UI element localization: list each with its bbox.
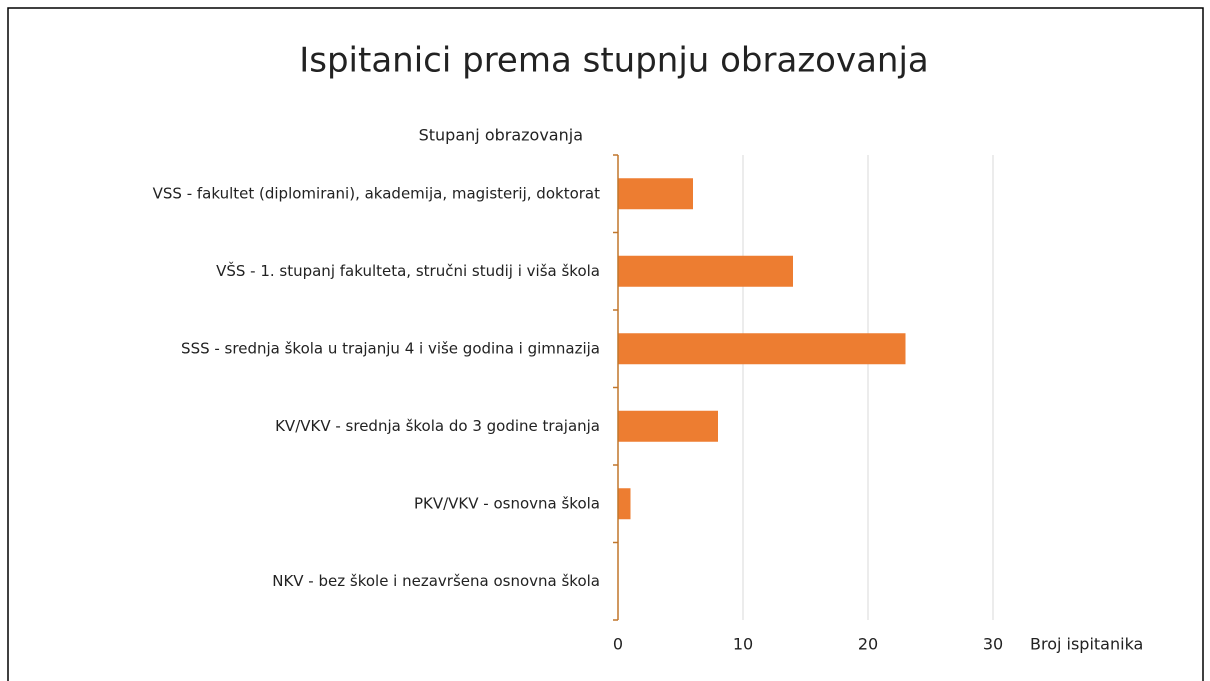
bar [618,255,793,287]
bar [618,488,631,520]
y-tick-label: PKV/VKV - osnovna škola [414,494,600,512]
x-axis-title: Broj ispitanika [1030,635,1143,654]
x-tick-label: 0 [613,635,623,654]
y-tick-label: SSS - srednja škola u trajanju 4 i više … [181,339,600,357]
y-axis-title: Stupanj obrazovanja [419,126,583,145]
y-tick-label: VŠS - 1. stupanj fakulteta, stručni stud… [216,261,600,280]
bar [618,178,693,210]
bar [618,410,718,442]
y-tick-label: NKV - bez škole i nezavršena osnovna ško… [272,572,600,590]
x-tick-label: 10 [733,635,753,654]
y-tick-label: KV/VKV - srednja škola do 3 godine traja… [275,417,600,435]
y-tick-label: VSS - fakultet (diplomirani), akademija,… [153,184,600,202]
chart-frame [7,7,1204,681]
bar [618,333,906,365]
x-tick-label: 30 [983,635,1003,654]
x-tick-label: 20 [858,635,878,654]
chart-title: Ispitanici prema stupnju obrazovanja [299,41,929,81]
